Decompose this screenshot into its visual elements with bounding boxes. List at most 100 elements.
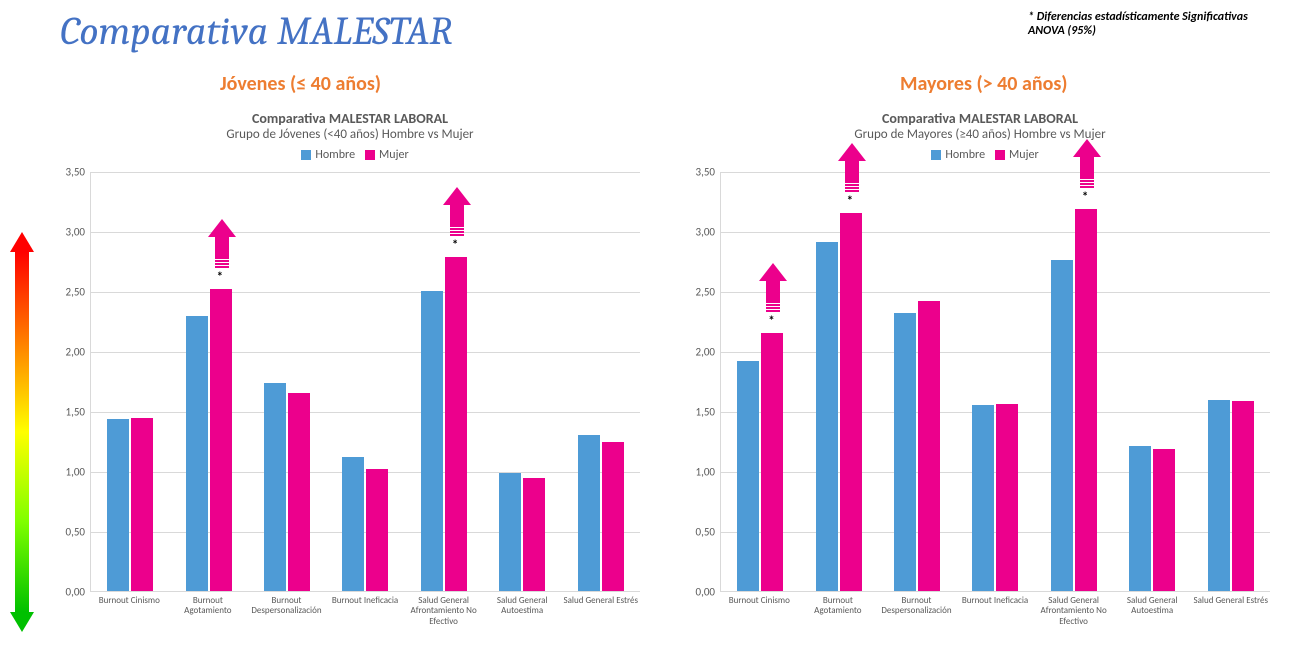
chart-0: Comparativa MALESTAR LABORALGrupo de Jóv… <box>50 110 650 627</box>
bar-mujer <box>131 418 153 591</box>
bargroup: * <box>169 289 247 591</box>
xlabel: Salud General Estrés <box>561 592 640 627</box>
plot-area: 0,000,501,001,502,002,503,003,50*** <box>720 172 1270 592</box>
ytick-label: 0,00 <box>53 586 85 599</box>
ytick-label: 2,50 <box>53 286 85 299</box>
ytick-label: 2,50 <box>683 286 715 299</box>
bar-mujer <box>1153 449 1175 591</box>
bar-hombre <box>578 435 600 591</box>
bar-mujer <box>523 478 545 591</box>
bargroup <box>1192 400 1270 591</box>
xlabel: Salud General Afrontamiento No Efectivo <box>404 592 483 627</box>
significance-arrow-icon <box>762 263 784 313</box>
bar-hombre <box>816 242 838 591</box>
xlabel: Salud General Estrés <box>1191 592 1270 627</box>
footnote-anova: * Diferencias estadísticamente Significa… <box>1028 10 1268 38</box>
ytick-label: 1,00 <box>683 466 715 479</box>
bargroup <box>956 404 1034 591</box>
ytick-label: 3,50 <box>53 166 85 179</box>
ytick-label: 2,00 <box>683 346 715 359</box>
ytick-label: 3,00 <box>683 226 715 239</box>
xlabels-row: Burnout CinismoBurnout Agotamiento Burnou… <box>90 592 640 627</box>
significance-arrow-icon <box>1076 139 1098 189</box>
xlabel: Salud General Autoestima <box>483 592 562 627</box>
bar-mujer <box>996 404 1018 591</box>
bar-hombre <box>972 405 994 591</box>
significance-arrow-icon <box>211 219 233 269</box>
group-title-jovenes: Jóvenes (≤ 40 años) <box>220 72 381 96</box>
xlabel: Burnout Cinismo <box>90 592 169 627</box>
bar-hombre <box>264 383 286 591</box>
xlabel: Burnout Ineficacia <box>326 592 405 627</box>
significance-star: * <box>217 270 223 285</box>
bar-mujer <box>1232 401 1254 591</box>
bargroup: * <box>721 333 799 591</box>
bar-hombre <box>1208 400 1230 591</box>
bar-hombre <box>421 291 443 591</box>
ytick-label: 0,50 <box>53 526 85 539</box>
ytick-label: 0,00 <box>683 586 715 599</box>
significance-star: * <box>847 194 853 209</box>
main-title: Comparativa MALESTAR <box>60 8 452 54</box>
chart-subtitle: Grupo de Jóvenes (<40 años) Hombre vs Mu… <box>50 127 650 142</box>
bar-mujer <box>288 393 310 591</box>
legend-label-hombre: Hombre <box>315 148 355 162</box>
significance-arrow-icon <box>446 187 468 237</box>
xlabel: Burnout Ineficacia <box>956 592 1035 627</box>
xlabel: Burnout Despersonalización <box>877 592 956 627</box>
group-title-mayores: Mayores (> 40 años) <box>900 72 1068 96</box>
bargroup <box>91 418 169 591</box>
legend-label-hombre: Hombre <box>945 148 985 162</box>
chart-title: Comparativa MALESTAR LABORAL <box>50 110 650 127</box>
bar-mujer <box>602 442 624 591</box>
xlabel: Salud General Autoestima <box>1113 592 1192 627</box>
legend-swatch-mujer <box>365 150 375 160</box>
legend-label-mujer: Mujer <box>1009 148 1039 162</box>
xlabel: Salud General Afrontamiento No Efectivo <box>1034 592 1113 627</box>
bar-hombre <box>737 361 759 591</box>
ytick-label: 2,00 <box>53 346 85 359</box>
significance-arrow-icon <box>841 143 863 193</box>
significance-star: * <box>1082 190 1088 205</box>
bars-container: ** <box>91 172 640 591</box>
chart-title: Comparativa MALESTAR LABORAL <box>680 110 1280 127</box>
chart-subtitle: Grupo de Mayores (≥40 años) Hombre vs Mu… <box>680 127 1280 142</box>
gradient-scale-arrow <box>10 232 34 632</box>
bar-mujer <box>1075 209 1097 591</box>
bargroup <box>248 383 326 591</box>
bar-mujer <box>210 289 232 591</box>
ytick-label: 3,50 <box>683 166 715 179</box>
xlabel: Burnout Agotamiento <box>799 592 878 627</box>
bargroup: * <box>799 213 877 591</box>
bargroup <box>562 435 640 591</box>
bars-container: *** <box>721 172 1270 591</box>
plot-area: 0,000,501,001,502,002,503,003,50** <box>90 172 640 592</box>
bar-mujer <box>445 257 467 591</box>
bar-mujer <box>366 469 388 591</box>
bar-hombre <box>342 457 364 591</box>
bargroup <box>326 457 404 591</box>
legend-swatch-hombre <box>931 150 941 160</box>
bar-hombre <box>894 313 916 591</box>
bar-mujer <box>761 333 783 591</box>
bargroup <box>1113 446 1191 591</box>
bar-hombre <box>1051 260 1073 591</box>
significance-star: * <box>452 238 458 253</box>
bargroup <box>483 473 561 591</box>
legend-label-mujer: Mujer <box>379 148 409 162</box>
legend: Hombre Mujer <box>680 148 1280 162</box>
legend-swatch-mujer <box>995 150 1005 160</box>
bar-hombre <box>499 473 521 591</box>
bargroup <box>878 301 956 591</box>
bargroup: * <box>1035 209 1113 591</box>
chart-1: Comparativa MALESTAR LABORALGrupo de May… <box>680 110 1280 627</box>
ytick-label: 1,00 <box>53 466 85 479</box>
bar-hombre <box>1129 446 1151 591</box>
ytick-label: 1,50 <box>53 406 85 419</box>
bar-hombre <box>186 316 208 591</box>
xlabel: Burnout Agotamiento <box>169 592 248 627</box>
bar-mujer <box>918 301 940 591</box>
legend: Hombre Mujer <box>50 148 650 162</box>
ytick-label: 0,50 <box>683 526 715 539</box>
bargroup: * <box>405 257 483 591</box>
